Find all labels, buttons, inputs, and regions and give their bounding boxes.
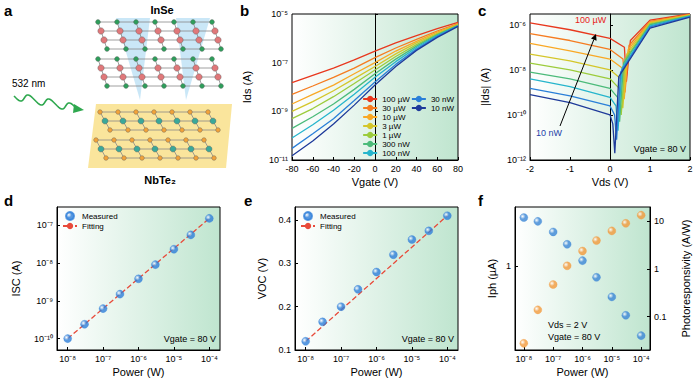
svg-text:-20: -20 xyxy=(348,164,361,174)
svg-text:-1: -1 xyxy=(566,164,574,174)
svg-text:10⁻⁴: 10⁻⁴ xyxy=(439,354,456,364)
svg-text:Power (W): Power (W) xyxy=(351,366,403,378)
svg-text:|Ids| (A): |Ids| (A) xyxy=(479,68,491,106)
svg-text:30 µW: 30 µW xyxy=(382,104,406,113)
svg-text:Vgate = 80 V: Vgate = 80 V xyxy=(402,334,454,344)
svg-text:10⁻⁷: 10⁻⁷ xyxy=(545,354,561,364)
svg-text:NbTe₂: NbTe₂ xyxy=(144,174,176,186)
svg-text:10⁻¹⁰: 10⁻¹⁰ xyxy=(34,334,53,344)
svg-text:10: 10 xyxy=(654,216,664,226)
svg-text:532 nm: 532 nm xyxy=(12,78,45,89)
svg-text:10⁻⁹: 10⁻⁹ xyxy=(36,296,53,306)
svg-text:80: 80 xyxy=(453,164,463,174)
svg-text:1 µW: 1 µW xyxy=(382,131,401,140)
svg-text:10⁻⁸: 10⁻⁸ xyxy=(515,354,532,364)
svg-text:10⁻⁸: 10⁻⁸ xyxy=(36,258,53,268)
svg-text:10⁻⁷: 10⁻⁷ xyxy=(95,354,111,364)
svg-text:-40: -40 xyxy=(327,164,340,174)
svg-text:a: a xyxy=(4,2,13,19)
svg-text:0.2: 0.2 xyxy=(278,302,291,312)
svg-text:10⁻⁸: 10⁻⁸ xyxy=(297,354,314,364)
svg-text:-2: -2 xyxy=(526,164,534,174)
svg-text:10⁻⁸: 10⁻⁸ xyxy=(509,65,526,75)
svg-text:10⁻⁵: 10⁻⁵ xyxy=(603,354,620,364)
svg-text:Power (W): Power (W) xyxy=(113,366,165,378)
svg-text:b: b xyxy=(240,2,249,19)
svg-text:f: f xyxy=(478,192,484,209)
svg-text:10⁻⁸: 10⁻⁸ xyxy=(59,354,76,364)
svg-text:100 µW: 100 µW xyxy=(575,15,607,25)
svg-text:10⁻⁶: 10⁻⁶ xyxy=(509,20,526,30)
svg-text:Fitting: Fitting xyxy=(320,222,342,231)
svg-text:10 µW: 10 µW xyxy=(382,113,406,122)
svg-text:10⁻⁷: 10⁻⁷ xyxy=(37,220,53,230)
svg-text:10 nW: 10 nW xyxy=(536,128,563,138)
svg-text:1: 1 xyxy=(506,261,511,271)
svg-text:Vds = 2 V: Vds = 2 V xyxy=(548,320,587,330)
svg-text:10⁻⁹: 10⁻⁹ xyxy=(271,106,288,116)
svg-text:40: 40 xyxy=(411,164,421,174)
svg-text:Measured: Measured xyxy=(320,212,356,221)
svg-text:60: 60 xyxy=(432,164,442,174)
svg-text:Vgate = 80 V: Vgate = 80 V xyxy=(164,334,216,344)
svg-text:10⁻⁵: 10⁻⁵ xyxy=(166,354,183,364)
svg-text:10⁻⁶: 10⁻⁶ xyxy=(368,354,385,364)
svg-text:Photoresponsivity (A/W): Photoresponsivity (A/W) xyxy=(680,220,692,338)
svg-text:-80: -80 xyxy=(285,164,298,174)
svg-text:c: c xyxy=(478,2,486,19)
svg-text:Fitting: Fitting xyxy=(82,222,104,231)
svg-text:2: 2 xyxy=(687,164,692,174)
svg-text:0: 0 xyxy=(607,164,612,174)
svg-text:Vgate = 80 V: Vgate = 80 V xyxy=(548,332,600,342)
svg-text:10⁻¹⁰: 10⁻¹⁰ xyxy=(507,110,526,120)
svg-text:e: e xyxy=(244,192,252,209)
svg-text:10⁻⁵: 10⁻⁵ xyxy=(271,9,288,19)
svg-text:d: d xyxy=(4,192,13,209)
svg-text:100 µW: 100 µW xyxy=(382,95,410,104)
svg-text:10⁻¹²: 10⁻¹² xyxy=(507,155,526,165)
svg-text:20: 20 xyxy=(391,164,401,174)
svg-text:0: 0 xyxy=(372,164,377,174)
svg-text:0.4: 0.4 xyxy=(278,215,291,225)
svg-text:10⁻¹¹: 10⁻¹¹ xyxy=(269,155,288,165)
svg-text:1: 1 xyxy=(647,164,652,174)
svg-text:1: 1 xyxy=(654,264,659,274)
svg-text:3 µW: 3 µW xyxy=(382,122,401,131)
svg-text:300 nW: 300 nW xyxy=(382,140,410,149)
svg-text:30 nW: 30 nW xyxy=(431,95,455,104)
svg-text:ISC (A): ISC (A) xyxy=(10,260,22,296)
svg-text:10 nW: 10 nW xyxy=(431,104,455,113)
svg-text:Vgate (V): Vgate (V) xyxy=(352,176,398,188)
svg-text:-60: -60 xyxy=(306,164,319,174)
svg-text:10⁻⁴: 10⁻⁴ xyxy=(201,354,218,364)
svg-text:10⁻⁶: 10⁻⁶ xyxy=(574,354,591,364)
svg-text:10⁻⁶: 10⁻⁶ xyxy=(130,354,147,364)
svg-text:VOC (V): VOC (V) xyxy=(256,258,268,300)
svg-text:Power (W): Power (W) xyxy=(557,366,609,378)
svg-text:10⁻⁴: 10⁻⁴ xyxy=(633,354,650,364)
svg-text:0.3: 0.3 xyxy=(278,258,291,268)
svg-text:Vds (V): Vds (V) xyxy=(592,176,629,188)
svg-text:10⁻⁵: 10⁻⁵ xyxy=(404,354,421,364)
svg-text:0.1: 0.1 xyxy=(278,345,291,355)
svg-text:Ids (A): Ids (A) xyxy=(241,71,253,103)
svg-text:10⁻⁷: 10⁻⁷ xyxy=(333,354,349,364)
svg-text:10⁻⁷: 10⁻⁷ xyxy=(272,58,288,68)
svg-text:Iph (µA): Iph (µA) xyxy=(486,259,498,298)
svg-text:Measured: Measured xyxy=(82,212,118,221)
svg-text:100 nW: 100 nW xyxy=(382,149,410,158)
svg-text:InSe: InSe xyxy=(150,4,173,16)
svg-text:0.1: 0.1 xyxy=(654,312,667,322)
svg-text:Vgate = 80 V: Vgate = 80 V xyxy=(634,144,686,154)
